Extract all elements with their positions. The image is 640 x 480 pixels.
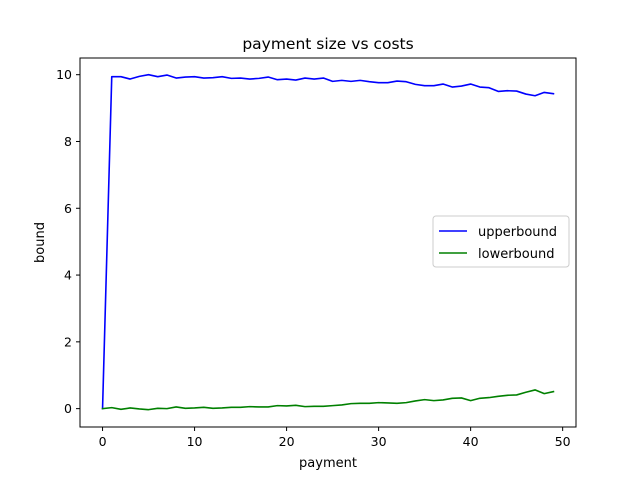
y-tick-label: 2	[64, 334, 72, 349]
y-axis: 0 2 4 6 8 10	[56, 67, 80, 416]
y-axis-label: bound	[33, 222, 48, 263]
series-line-lowerbound	[101, 389, 555, 411]
y-tick-label: 6	[64, 201, 72, 216]
legend-label-upperbound: upperbound	[478, 225, 557, 240]
x-tick-label: 20	[279, 434, 295, 449]
x-tick-label: 10	[187, 434, 203, 449]
y-tick-label: 8	[64, 134, 72, 149]
legend-label-lowerbound: lowerbound	[478, 247, 554, 262]
y-tick-label: 10	[56, 67, 72, 82]
chart-title: payment size vs costs	[242, 35, 413, 53]
legend-box	[432, 215, 570, 268]
axes-frame	[79, 57, 577, 428]
x-tick-label: 30	[371, 434, 387, 449]
x-tick-label: 40	[463, 434, 479, 449]
x-tick-label: 0	[99, 434, 107, 449]
y-tick-label: 4	[64, 268, 72, 283]
plot-area	[79, 57, 577, 428]
x-tick-label: 50	[555, 434, 571, 449]
x-axis: 0 10 20 30 40 50	[99, 427, 571, 449]
legend: upperbound lowerbound	[432, 215, 570, 268]
y-tick-label: 0	[64, 401, 72, 416]
series-line-upperbound	[101, 73, 555, 410]
series-layer	[101, 73, 555, 411]
x-axis-label: payment	[299, 456, 357, 471]
